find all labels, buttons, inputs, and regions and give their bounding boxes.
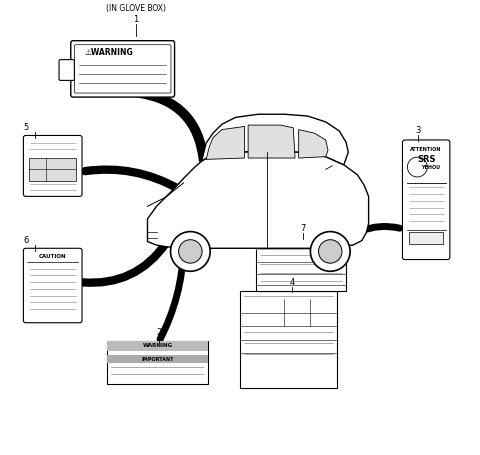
FancyBboxPatch shape — [74, 45, 171, 93]
FancyArrowPatch shape — [160, 249, 183, 339]
FancyBboxPatch shape — [107, 341, 208, 384]
FancyArrowPatch shape — [85, 170, 179, 189]
FancyBboxPatch shape — [24, 136, 82, 197]
FancyBboxPatch shape — [71, 40, 175, 97]
Text: IMPORTANT: IMPORTANT — [142, 357, 174, 362]
Polygon shape — [202, 114, 348, 165]
Polygon shape — [206, 126, 244, 159]
Circle shape — [179, 240, 202, 263]
Polygon shape — [147, 151, 369, 248]
Text: 6: 6 — [23, 236, 28, 245]
Polygon shape — [248, 125, 295, 158]
Text: WARNING: WARNING — [143, 343, 173, 348]
Bar — [256, 239, 346, 250]
FancyArrowPatch shape — [275, 276, 289, 339]
FancyBboxPatch shape — [24, 248, 82, 323]
Text: CAUTION: CAUTION — [39, 254, 67, 259]
FancyArrowPatch shape — [305, 242, 324, 263]
FancyBboxPatch shape — [59, 60, 74, 81]
FancyBboxPatch shape — [402, 140, 450, 259]
Text: YEHOU: YEHOU — [421, 165, 441, 170]
FancyBboxPatch shape — [240, 291, 337, 388]
Text: ⚠WARNING: ⚠WARNING — [84, 48, 133, 57]
Bar — [107, 355, 208, 364]
Circle shape — [170, 232, 210, 271]
FancyBboxPatch shape — [256, 239, 346, 291]
FancyArrowPatch shape — [83, 243, 166, 283]
Circle shape — [319, 240, 342, 263]
Bar — [29, 158, 76, 181]
Text: SRS: SRS — [417, 155, 435, 164]
Text: 3: 3 — [416, 126, 421, 136]
Bar — [259, 241, 273, 249]
Text: (IN GLOVE BOX): (IN GLOVE BOX) — [106, 4, 166, 13]
Text: 7: 7 — [300, 224, 306, 233]
Text: 4: 4 — [289, 278, 295, 287]
Bar — [107, 341, 208, 351]
FancyArrowPatch shape — [139, 93, 204, 160]
Circle shape — [311, 232, 350, 271]
Text: ATTENTION: ATTENTION — [410, 147, 442, 152]
Polygon shape — [299, 130, 328, 158]
Text: 1: 1 — [133, 15, 139, 24]
FancyArrowPatch shape — [360, 227, 400, 232]
Text: 5: 5 — [23, 123, 28, 132]
Text: 2: 2 — [156, 328, 161, 337]
Circle shape — [408, 157, 427, 177]
Bar — [409, 233, 443, 244]
